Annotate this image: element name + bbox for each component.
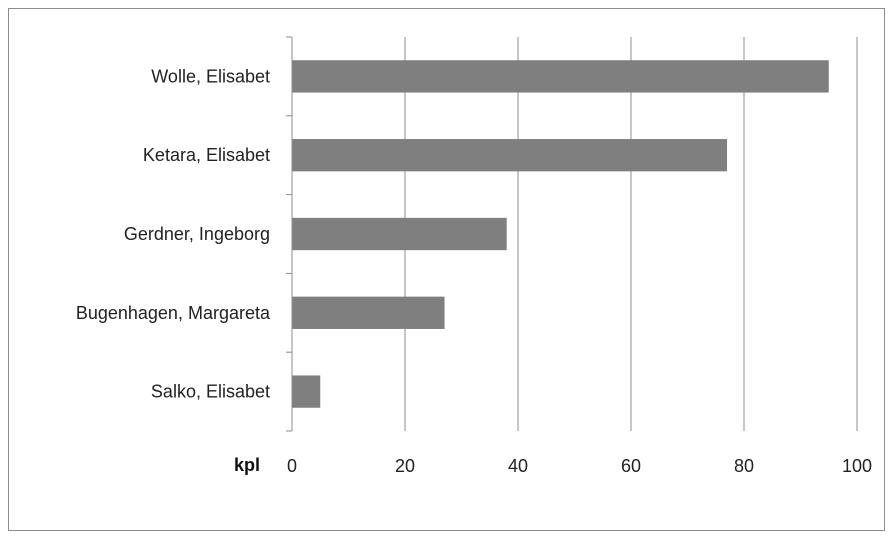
x-tick-label-100: 100 [842,456,872,476]
x-tick-label-60: 60 [621,456,641,476]
chart-frame [8,8,885,531]
category-label-5: Salko, Elisabet [151,382,270,402]
bar-3 [292,217,507,251]
x-tick-label-80: 80 [734,456,754,476]
category-label-2: Ketara, Elisabet [143,145,270,165]
x-tick-label-0: 0 [287,456,297,476]
x-tick-label-40: 40 [508,456,528,476]
x-tick-label-20: 20 [395,456,415,476]
x-axis-unit-label: kpl [234,455,260,475]
x-tick-labels: 0 20 40 60 80 100 [287,456,872,476]
bar-2 [292,139,728,172]
bar-4 [292,296,445,329]
category-labels: Wolle, Elisabet Ketara, Elisabet Gerdner, … [76,66,271,401]
axes [286,36,293,432]
gridlines [404,37,858,431]
category-label-1: Wolle, Elisabet [151,66,270,86]
category-label-3: Gerdner, Ingeborg [124,224,270,244]
bar-5 [292,375,321,408]
bar-1 [292,60,829,93]
bars [292,60,829,408]
category-label-4: Bugenhagen, Margareta [76,303,271,323]
